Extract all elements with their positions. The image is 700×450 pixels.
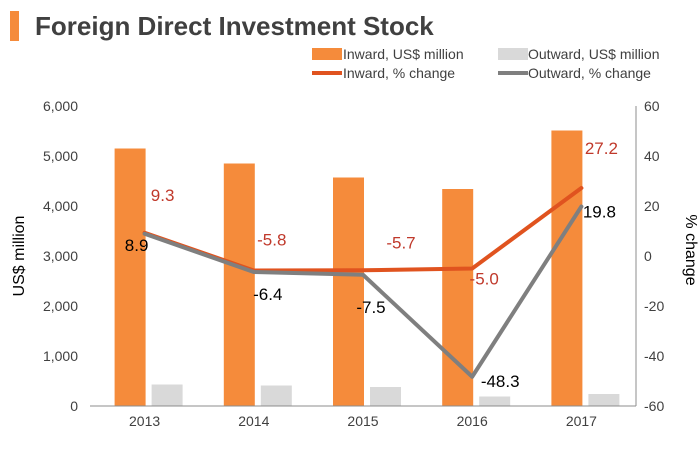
y-tick-label: 5,000 [43, 148, 78, 164]
data-label-outward-change: -7.5 [356, 298, 385, 317]
y-tick-label: 2,000 [43, 298, 78, 314]
bar-inward [333, 177, 364, 406]
y2-tick-label: 60 [644, 98, 660, 114]
data-label-outward-change: 8.9 [125, 236, 149, 255]
data-label-inward-change: 27.2 [585, 139, 618, 158]
x-tick-label: 2017 [566, 413, 597, 429]
data-label-inward-change: -5.7 [386, 233, 415, 252]
legend-swatch-inward-bar [312, 48, 342, 60]
title-accent-bar [10, 11, 19, 41]
bar-outward [260, 385, 292, 406]
y-axis-title: US$ million [11, 216, 28, 297]
line-outward-change [142, 204, 584, 379]
y-tick-label: 3,000 [43, 248, 78, 264]
legend-label-inward-bar: Inward, US$ million [343, 46, 464, 62]
x-tick-label: 2016 [457, 413, 488, 429]
bar-inward [551, 130, 583, 406]
x-tick-label: 2014 [238, 413, 269, 429]
y2-tick-label: 20 [644, 198, 660, 214]
y2-tick-label: 40 [644, 148, 660, 164]
data-label-outward-change: 19.8 [583, 203, 616, 222]
y-tick-label: 1,000 [43, 348, 78, 364]
outward-bars [151, 384, 620, 406]
legend-swatch-outward-bar [498, 48, 528, 60]
bar-inward [114, 148, 146, 406]
data-labels: 9.3 -5.8 -5.7 -5.0 27.2 8.9 -6.4 -7.5 -48.3 19.8 [125, 139, 618, 391]
x-tick-label: 2013 [129, 413, 160, 429]
bar-inward [223, 163, 255, 406]
legend-label-outward-line: Outward, % change [528, 65, 651, 81]
change-lines [142, 186, 584, 379]
data-label-inward-change: 9.3 [151, 186, 175, 205]
legend: Inward, US$ million Outward, US$ million… [312, 46, 660, 81]
x-tick-label: 2015 [347, 413, 378, 429]
x-axis: 2013 2014 2015 2016 2017 [129, 413, 597, 429]
bar-outward [370, 387, 401, 406]
page-title: Foreign Direct Investment Stock [35, 10, 434, 41]
y-tick-label: 0 [70, 398, 78, 414]
data-label-inward-change: -5.8 [257, 231, 286, 250]
y2-tick-label: -20 [644, 298, 664, 314]
data-label-outward-change: -48.3 [481, 372, 520, 391]
inward-bars [114, 130, 583, 406]
y2-tick-label: 0 [644, 248, 652, 264]
y-tick-label: 6,000 [43, 98, 78, 114]
y-axis-left: 0 1,000 2,000 3,000 4,000 5,000 6,000 [43, 98, 78, 414]
y2-tick-label: -60 [644, 398, 664, 414]
bar-outward [479, 396, 511, 406]
y2-axis-title: % change [682, 214, 699, 285]
bar-outward [588, 394, 620, 406]
legend-label-inward-line: Inward, % change [343, 65, 455, 81]
y-axis-right: -60 -40 -20 0 20 40 60 [644, 98, 664, 414]
legend-label-outward-bar: Outward, US$ million [528, 46, 660, 62]
y-tick-label: 4,000 [43, 198, 78, 214]
bar-inward [442, 189, 474, 406]
data-label-outward-change: -6.4 [253, 285, 282, 304]
y2-tick-label: -40 [644, 348, 664, 364]
title-block: Foreign Direct Investment Stock [10, 8, 434, 44]
bar-outward [151, 384, 183, 406]
data-label-inward-change: -5.0 [470, 270, 499, 289]
